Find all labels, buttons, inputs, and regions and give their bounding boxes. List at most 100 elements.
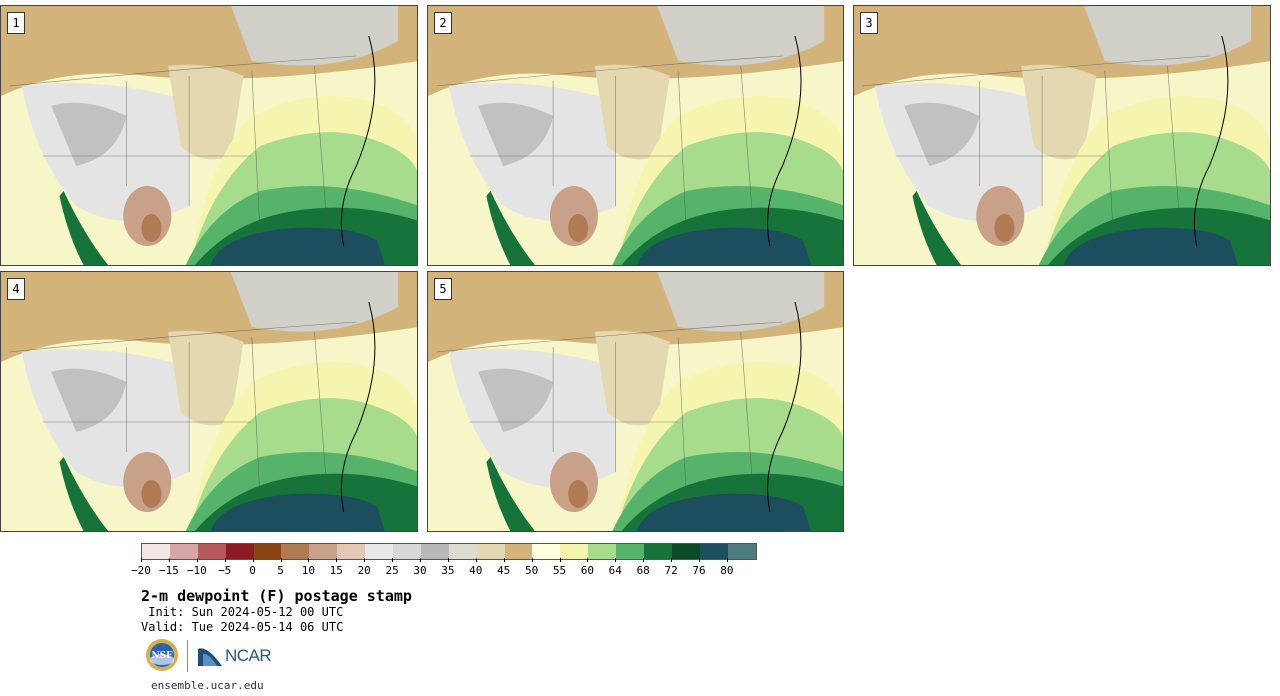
logo-divider <box>187 640 188 672</box>
colorbar-tick-mark <box>447 558 449 562</box>
region-desert-core <box>141 480 162 508</box>
colorbar-swatch <box>727 544 756 559</box>
coastline <box>767 301 802 513</box>
colorbar-tick-label: −10 <box>186 564 207 577</box>
region-plains <box>168 330 244 426</box>
colorbar-swatch <box>504 544 533 559</box>
state-boundary <box>9 55 357 87</box>
region-desert-core <box>568 214 589 242</box>
colorbar-tick-label: 25 <box>385 564 399 577</box>
state-boundary <box>862 55 1210 87</box>
ncar-logo: NCAR <box>197 644 272 668</box>
colorbar-tick-mark <box>280 558 282 562</box>
colorbar-tick-mark <box>531 558 533 562</box>
region-plains <box>168 64 244 160</box>
colorbar-tick-label: 64 <box>608 564 622 577</box>
state-boundary <box>1167 65 1181 227</box>
colorbar-tick-mark <box>168 558 170 562</box>
colorbar-swatch <box>365 544 394 559</box>
region-desert-core <box>994 214 1015 242</box>
colorbar-tick-mark <box>420 558 421 562</box>
map-panel-3: 3 <box>853 5 1271 266</box>
colorbar-tick-mark <box>503 558 505 562</box>
colorbar-tick-label: 0 <box>249 564 256 577</box>
region-plains <box>1021 64 1097 160</box>
map-panel-1: 1 <box>0 5 418 266</box>
region-desert-core <box>141 214 162 242</box>
colorbar-tick-mark <box>559 558 561 562</box>
colorbar-tick-mark <box>615 558 617 562</box>
colorbar-tick-label: 60 <box>580 564 595 577</box>
state-boundary <box>9 321 357 353</box>
colorbar-swatch <box>197 544 226 559</box>
ncar-logo-text: NCAR <box>225 646 272 665</box>
colorbar-tick-label: 35 <box>441 564 455 577</box>
colorbar-tick-mark <box>141 558 142 562</box>
region-gray-patch <box>478 102 554 166</box>
colorbar-swatch <box>309 544 338 559</box>
colorbar-swatch <box>699 544 728 559</box>
colorbar-swatch <box>169 544 198 559</box>
colorbar-swatch <box>644 544 672 559</box>
colorbar-tick-label: 40 <box>469 564 483 577</box>
panel-label: 2 <box>434 12 452 34</box>
colorbar-tick-mark <box>336 558 338 562</box>
colorbar-swatch <box>420 544 449 559</box>
panel-label: 5 <box>434 278 452 300</box>
map-panel-4: 4 <box>0 271 418 532</box>
colorbar-tick-label: 80 <box>720 564 734 577</box>
coastline <box>767 35 802 247</box>
colorbar-tick-label: 55 <box>552 564 567 577</box>
colorbar-tick-label: −5 <box>218 564 232 577</box>
website-url: ensemble.ucar.edu <box>151 679 264 692</box>
nsf-logo-icon: NSF <box>146 639 178 671</box>
colorbar-tick-mark <box>671 558 673 562</box>
colorbar-swatch <box>225 544 254 559</box>
state-boundary <box>1104 70 1114 237</box>
state-boundary <box>251 70 261 237</box>
map-panel-5: 5 <box>427 271 844 532</box>
gulf-ocean <box>210 493 385 531</box>
colorbar-tick-mark <box>699 558 700 562</box>
page-title: 2-m dewpoint (F) postage stamp <box>141 587 412 605</box>
colorbar-swatch <box>337 544 366 559</box>
colorbar-swatch <box>253 544 282 559</box>
colorbar-tick-mark <box>587 558 589 562</box>
colorbar-swatch <box>671 544 700 559</box>
colorbar-tick-mark <box>364 558 366 562</box>
region-northeast <box>657 272 825 332</box>
state-boundary <box>740 331 754 493</box>
colorbar-tick-label: 5 <box>277 564 284 577</box>
region-gray-patch <box>904 102 980 166</box>
state-boundary <box>314 331 328 493</box>
ncar-logo-icon <box>198 648 222 666</box>
colorbar-tick-label: −15 <box>158 564 179 577</box>
state-boundary <box>436 55 783 87</box>
colorbar-swatch <box>532 544 561 559</box>
colorbar-swatch <box>588 544 617 559</box>
colorbar-tick-mark <box>252 558 254 562</box>
gulf-ocean <box>637 493 811 531</box>
region-mexico-coast <box>59 191 109 265</box>
valid-time: Valid: Tue 2024-05-14 06 UTC <box>141 620 344 634</box>
colorbar-tick-label: 76 <box>692 564 706 577</box>
region-mexico-coast <box>912 191 962 265</box>
state-boundary <box>251 336 261 503</box>
region-gray-patch <box>478 368 554 432</box>
colorbar-tick-mark <box>392 558 394 562</box>
dewpoint-map <box>1 272 417 531</box>
dewpoint-map <box>854 6 1270 265</box>
colorbar-tick-label: 72 <box>664 564 678 577</box>
gulf-ocean <box>210 227 385 265</box>
colorbar-tick-label: 45 <box>497 564 511 577</box>
colorbar-tick-label: 15 <box>329 564 343 577</box>
colorbar-tick-mark <box>643 558 645 562</box>
colorbar-tick-mark <box>475 558 477 562</box>
gulf-ocean <box>637 227 811 265</box>
colorbar-swatch <box>616 544 645 559</box>
init-time: Init: Sun 2024-05-12 00 UTC <box>141 605 344 619</box>
state-boundary <box>436 321 783 353</box>
dewpoint-map <box>428 272 843 531</box>
colorbar-swatch <box>393 544 421 559</box>
coastline <box>340 35 376 247</box>
